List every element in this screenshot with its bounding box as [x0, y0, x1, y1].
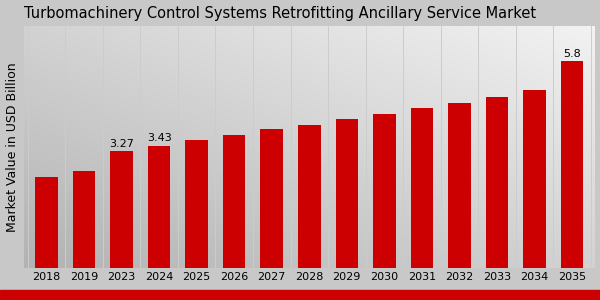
Bar [148, 146, 170, 268]
Bar [373, 114, 395, 268]
Bar [185, 140, 208, 268]
Text: 3.43: 3.43 [147, 133, 172, 143]
Bar [223, 135, 245, 268]
Text: 5.8: 5.8 [563, 49, 581, 58]
Bar [298, 125, 320, 268]
Bar [110, 152, 133, 268]
Bar [523, 90, 545, 268]
Text: Turbomachinery Control Systems Retrofitting Ancillary Service Market: Turbomachinery Control Systems Retrofitt… [24, 6, 536, 21]
Bar [485, 97, 508, 268]
Y-axis label: Market Value in USD Billion: Market Value in USD Billion [5, 62, 19, 232]
Bar [335, 119, 358, 268]
Bar [73, 171, 95, 268]
Bar [560, 61, 583, 268]
Bar [35, 177, 58, 268]
Bar [260, 129, 283, 268]
Bar [448, 103, 470, 268]
Bar [410, 108, 433, 268]
Text: 3.27: 3.27 [109, 139, 134, 148]
